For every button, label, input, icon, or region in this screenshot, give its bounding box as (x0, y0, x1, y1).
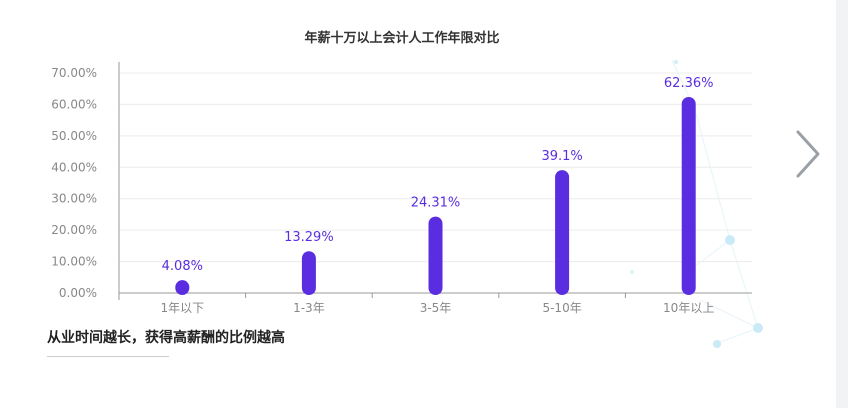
y-tick-label: 70.00% (51, 66, 97, 80)
bar (681, 97, 696, 295)
y-tick-label: 60.00% (51, 97, 97, 111)
data-label: 62.36% (664, 76, 714, 91)
bars (175, 97, 696, 295)
x-tick-label: 5-10年 (542, 301, 581, 315)
y-axis-ticks: 0.00% 10.00% 20.00% 30.00% 40.00% 50.00% 60.00… (51, 66, 97, 300)
bar (555, 170, 570, 295)
y-tick-label: 40.00% (51, 160, 97, 174)
y-tick-label: 10.00% (51, 255, 97, 269)
data-labels: 4.08% 13.29% 24.31% 39.1% 62.36% (162, 76, 714, 274)
page-right-edge (836, 0, 848, 408)
chart-caption: 从业时间越长，获得高薪酬的比例越高 (47, 330, 285, 346)
y-tick-label: 20.00% (51, 223, 97, 237)
data-label: 4.08% (162, 259, 203, 274)
caption-underline (47, 356, 169, 357)
y-tick-label: 50.00% (51, 129, 97, 143)
bar (175, 280, 190, 295)
x-tick-label: 1年以下 (160, 301, 204, 315)
next-slide-button[interactable] (786, 124, 830, 184)
data-label: 39.1% (541, 149, 582, 164)
data-label: 24.31% (411, 196, 461, 211)
x-tick-label: 1-3年 (293, 301, 325, 315)
y-tick-label: 0.00% (59, 286, 97, 300)
x-tick-label: 3-5年 (420, 301, 452, 315)
bar (428, 216, 443, 295)
data-label: 13.29% (284, 230, 334, 245)
bar (301, 251, 316, 295)
chart-title: 年薪十万以上会计人工作年限对比 (304, 30, 499, 46)
chevron-right-icon (796, 130, 820, 178)
y-tick-label: 30.00% (51, 192, 97, 206)
background-network-decoration (630, 59, 763, 348)
x-axis-ticks: 1年以下 1-3年 3-5年 5-10年 10年以上 (118, 293, 714, 315)
x-tick-label: 10年以上 (663, 301, 714, 315)
